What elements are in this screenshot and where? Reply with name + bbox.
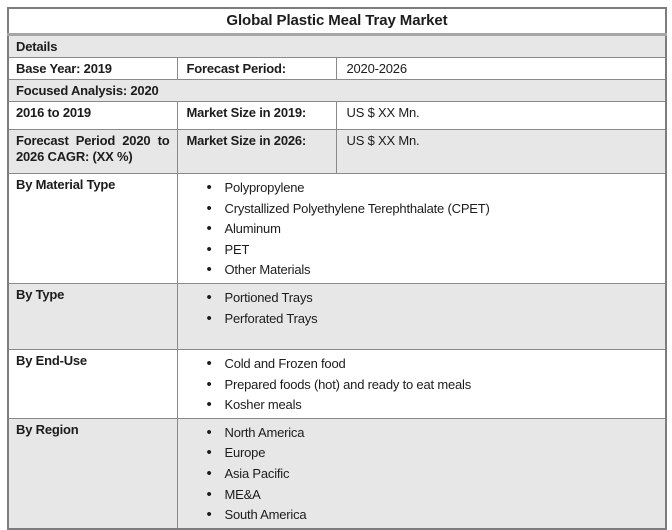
segment-label-end-use: By End-Use [7, 348, 178, 419]
bullet-list: Portioned Trays Perforated Trays [185, 287, 659, 329]
title-row: Global Plastic Meal Tray Market [7, 7, 667, 36]
list-item: Prepared foods (hot) and ready to eat me… [185, 375, 659, 396]
focused-analysis-label: Focused Analysis: 2020 [7, 79, 667, 102]
segment-items-type: Portioned Trays Perforated Trays [176, 282, 667, 350]
forecast-period-value: 2020-2026 [335, 57, 667, 80]
bullet-list: North America Europe Asia Pacific ME&A S… [185, 422, 659, 526]
segment-row-region: By Region North America Europe Asia Paci… [7, 417, 667, 530]
market-size-2019-label: Market Size in 2019: [176, 101, 337, 130]
list-item: Cold and Frozen food [185, 354, 659, 375]
segment-label-region: By Region [7, 417, 178, 530]
market-size-2019-row: 2016 to 2019 Market Size in 2019: US $ X… [7, 101, 667, 130]
cagr-label: Forecast Period 2020 to 2026 CAGR: (XX %… [7, 129, 178, 174]
segment-items-material-type: Polypropylene Crystallized Polyethylene … [176, 173, 667, 284]
segment-row-material-type: By Material Type Polypropylene Crystalli… [7, 173, 667, 284]
list-item: Perforated Trays [185, 309, 659, 330]
base-year-row: Base Year: 2019 Forecast Period: 2020-20… [7, 57, 667, 80]
details-header: Details [7, 34, 667, 58]
segment-row-end-use: By End-Use Cold and Frozen food Prepared… [7, 348, 667, 419]
market-size-2019-value: US $ XX Mn. [335, 101, 667, 130]
segment-row-type: By Type Portioned Trays Perforated Trays [7, 282, 667, 350]
forecast-period-label: Forecast Period: [176, 57, 337, 80]
segment-items-end-use: Cold and Frozen food Prepared foods (hot… [176, 348, 667, 419]
segment-label-type: By Type [7, 282, 178, 350]
list-item: Aluminum [185, 219, 659, 240]
list-item: Polypropylene [185, 178, 659, 199]
list-item: Asia Pacific [185, 464, 659, 485]
list-item: ME&A [185, 485, 659, 506]
bullet-list: Cold and Frozen food Prepared foods (hot… [185, 353, 659, 416]
market-size-2026-row: Forecast Period 2020 to 2026 CAGR: (XX %… [7, 129, 667, 174]
bullet-list: Polypropylene Crystallized Polyethylene … [185, 177, 659, 281]
details-header-row: Details [7, 34, 667, 58]
historic-period-label: 2016 to 2019 [7, 101, 178, 130]
market-size-2026-value: US $ XX Mn. [335, 129, 667, 174]
list-item: PET [185, 240, 659, 261]
list-item: Europe [185, 443, 659, 464]
list-item: Portioned Trays [185, 288, 659, 309]
base-year-label: Base Year: 2019 [7, 57, 178, 80]
list-item: North America [185, 423, 659, 444]
list-item: Kosher meals [185, 395, 659, 416]
page-title: Global Plastic Meal Tray Market [7, 7, 667, 36]
list-item: Crystallized Polyethylene Terephthalate … [185, 199, 659, 220]
focused-analysis-row: Focused Analysis: 2020 [7, 79, 667, 102]
segment-items-region: North America Europe Asia Pacific ME&A S… [176, 417, 667, 530]
market-summary-table: Global Plastic Meal Tray Market Details … [7, 7, 667, 530]
list-item: South America [185, 505, 659, 526]
segment-label-material-type: By Material Type [7, 173, 178, 284]
market-size-2026-label: Market Size in 2026: [176, 129, 337, 174]
list-item: Other Materials [185, 260, 659, 281]
